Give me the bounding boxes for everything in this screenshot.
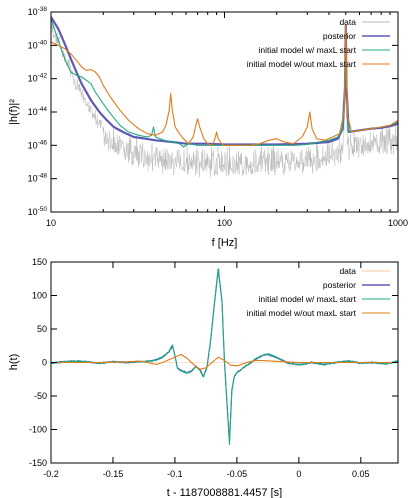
strain-legend: data posterior initial model w/ maxL start…	[247, 266, 390, 318]
legend-label: posterior	[323, 280, 356, 290]
x-tick-label: -0.05	[227, 469, 248, 479]
strain-chart: -0.2 -0.15 -0.1 -0.05 0 0.05 -150 -100 -50 0 50 100…	[8, 257, 399, 498]
y-tick-label: -100	[29, 425, 47, 435]
spectrum-chart: 10 100 1000 10-50 10-48 10-46 10-44 10-42 10-40 1…	[8, 6, 408, 249]
strain-series-initial-model-w-out-maxl-start	[51, 354, 398, 370]
strain-y-axis-label: h(t)	[8, 354, 20, 371]
y-tick-label: 0	[42, 358, 47, 368]
y-tick-label: -150	[29, 458, 47, 468]
x-tick-label: 0	[296, 469, 301, 479]
y-tick-label: 10-40	[28, 39, 48, 50]
strain-plot-area	[51, 268, 398, 445]
y-tick-label: 10-46	[28, 139, 48, 150]
spectrum-legend: data posterior initial model w/ maxL start…	[247, 17, 390, 69]
x-tick-label: 10	[46, 218, 56, 228]
y-tick-label: 10-50	[28, 206, 48, 217]
y-tick-label: 10-44	[28, 106, 48, 117]
spectrum-ticks: 10 100 1000 10-50 10-48 10-46 10-44 10-42 10-40 1…	[28, 6, 408, 228]
strain-ticks: -0.2 -0.15 -0.1 -0.05 0 0.05 -150 -100 -50 0 50 100…	[29, 257, 398, 479]
spectrum-x-axis-label: f [Hz]	[212, 237, 238, 249]
spectrum-series-data	[51, 21, 398, 178]
spectrum-plot-area	[51, 16, 398, 178]
y-tick-label: 100	[32, 291, 47, 301]
x-tick-label: -0.2	[43, 469, 59, 479]
legend-label: data	[339, 266, 356, 276]
legend-label: initial model w/out maxL start	[247, 308, 357, 318]
legend-label: data	[339, 17, 356, 27]
spectrum-y-axis-label: |h(f)|²	[8, 99, 20, 125]
x-tick-label: -0.1	[167, 469, 183, 479]
x-tick-label: -0.15	[103, 469, 124, 479]
spectrum-series-initial-model-w-out-maxl-start	[51, 24, 398, 146]
y-tick-label: 50	[37, 324, 47, 334]
x-tick-label: 1000	[388, 218, 408, 228]
legend-label: initial model w/ maxL start	[259, 45, 357, 55]
strain-x-axis-label: t - 1187008881.4457 [s]	[167, 487, 282, 498]
x-tick-label: 0.05	[352, 469, 370, 479]
x-tick-label: 100	[217, 218, 232, 228]
y-tick-label: 150	[32, 257, 47, 267]
y-tick-label: 10-38	[28, 6, 48, 17]
y-tick-label: 10-48	[28, 173, 48, 184]
y-tick-label: -50	[34, 391, 47, 401]
legend-label: posterior	[323, 31, 356, 41]
y-tick-label: 10-42	[28, 73, 48, 84]
legend-label: initial model w/ maxL start	[259, 294, 357, 304]
legend-label: initial model w/out maxL start	[247, 59, 357, 69]
